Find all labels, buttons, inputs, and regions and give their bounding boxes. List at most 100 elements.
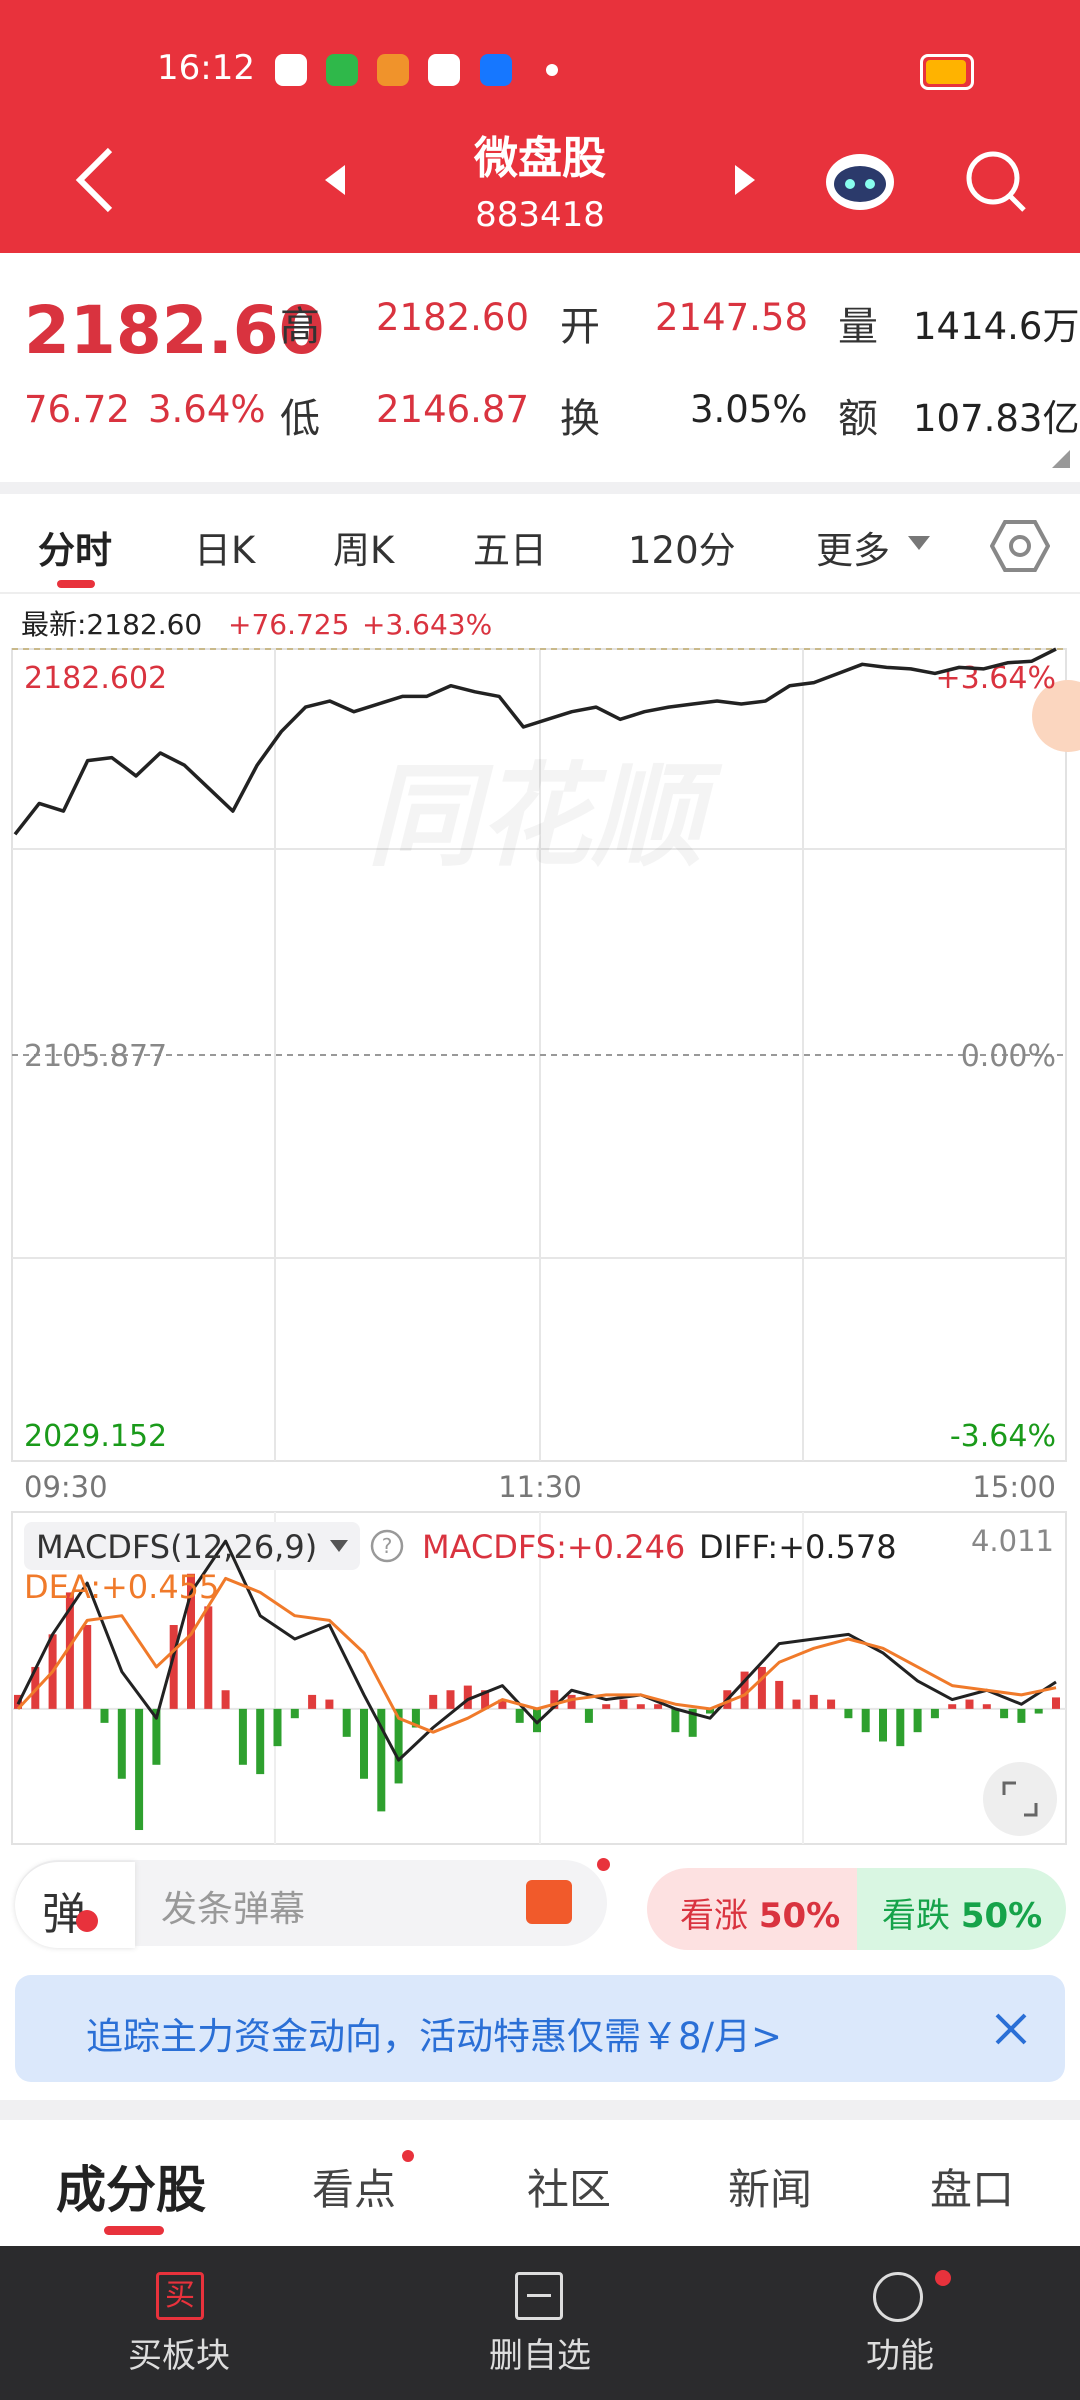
macd-bar [619, 1699, 628, 1709]
corner-mark [1052, 450, 1070, 468]
vote-pct: 50% [960, 1896, 1043, 1936]
macd-bar [117, 1708, 126, 1779]
danmaku-toggle[interactable] [15, 1862, 135, 1948]
macd-bar [879, 1708, 887, 1742]
x-tick-label: 15:00 [972, 1470, 1056, 1504]
field-value: 2182.60 [376, 296, 530, 339]
prev-button[interactable] [325, 165, 345, 195]
macd-bar [169, 1625, 178, 1709]
robot-icon[interactable] [826, 154, 894, 210]
period-tab[interactable]: 更多 [816, 529, 890, 572]
period-tab[interactable]: 分时 [38, 529, 112, 572]
content-tab[interactable]: 成分股 [56, 2161, 206, 2219]
macd-bar [688, 1708, 697, 1737]
x-tick-label: 09:30 [24, 1470, 108, 1504]
watermark: 同花顺 [367, 752, 723, 882]
danmaku-placeholder: 发条弹幕 [161, 1889, 306, 1930]
y-right-label: 0.00% [961, 1039, 1056, 1074]
macd-bar [342, 1708, 351, 1737]
macd-bar [394, 1708, 403, 1784]
macd-bar [308, 1694, 317, 1709]
search-button[interactable] [966, 151, 1026, 212]
vote-label: 看跌 50% [882, 1888, 1042, 1937]
macd-bar [31, 1666, 40, 1709]
macd-bar [533, 1708, 541, 1733]
macd-bar [1052, 1697, 1060, 1709]
macd-line [16, 1576, 1057, 1734]
macd-bar [654, 1704, 663, 1709]
macd-bar [221, 1690, 230, 1709]
settings-button[interactable] [990, 518, 1050, 574]
field-label: 额 [838, 396, 878, 442]
macd-bar [636, 1704, 645, 1709]
tab-indicator [57, 580, 95, 588]
content-tab[interactable]: 社区 [527, 2165, 612, 2214]
vote-up[interactable] [647, 1868, 857, 1950]
macd-bar [360, 1708, 368, 1779]
period-tab[interactable]: 周K [333, 529, 395, 572]
indicator-select[interactable] [24, 1522, 360, 1570]
separator [0, 592, 1080, 594]
back-button[interactable] [75, 147, 113, 213]
nav-label[interactable]: 删自选 [489, 2336, 591, 2376]
field-label: 换 [560, 396, 600, 442]
banner-close[interactable] [993, 2011, 1029, 2047]
field-value: 107.83亿 [913, 397, 1080, 440]
vote-down[interactable] [857, 1868, 1066, 1950]
function-icon [873, 2272, 923, 2322]
banner-text: 追踪主力资金动向，活动特惠仅需￥8/月> [86, 2015, 783, 2058]
macd-bar [584, 1708, 593, 1723]
macd-bar [498, 1699, 507, 1709]
change: 76.72 [24, 388, 130, 431]
indicator-name: MACDFS(12,26,9) [36, 1528, 317, 1566]
macd-bar [83, 1625, 92, 1709]
bottom-nav [0, 2246, 1080, 2400]
content-tab[interactable]: 看点 [312, 2165, 397, 2214]
macd-bar [948, 1704, 957, 1709]
macd-bar [775, 1680, 784, 1709]
banner[interactable] [15, 1975, 1065, 2082]
macd-bar [256, 1708, 265, 1775]
next-button[interactable] [735, 165, 755, 195]
content-tab[interactable]: 盘口 [930, 2165, 1015, 2214]
info-text: 最新:2182.60 [21, 608, 202, 641]
info-text: +76.725 [228, 608, 349, 641]
period-tab[interactable]: 120分 [628, 529, 736, 572]
field-value: 1414.6万 [913, 305, 1080, 348]
period-tab[interactable]: 五日 [473, 529, 547, 572]
battery [920, 54, 974, 90]
macd-bar [204, 1606, 213, 1709]
macd-bar [809, 1694, 818, 1709]
macd-bar [446, 1690, 455, 1709]
content-tab[interactable]: 新闻 [728, 2165, 813, 2214]
macd-bar [377, 1708, 386, 1812]
help-icon[interactable] [370, 1529, 404, 1563]
macd-bar [757, 1666, 766, 1709]
app-icon [480, 54, 512, 86]
buy-icon: 买 [156, 2272, 204, 2320]
period-tab[interactable]: 日K [194, 529, 256, 572]
change-pct: 3.64% [148, 388, 266, 431]
nav-label[interactable]: 买板块 [128, 2336, 230, 2376]
app-icon [428, 54, 460, 86]
macd-bar [567, 1694, 576, 1709]
field-value: 3.05% [690, 388, 808, 431]
legend-item: MACDFS:+0.246 [422, 1528, 685, 1566]
gift-icon[interactable] [526, 1880, 572, 1924]
macd-bar [273, 1708, 282, 1747]
app-icon [326, 54, 358, 86]
macd-bar [1000, 1708, 1009, 1719]
expand-button[interactable] [983, 1762, 1057, 1836]
float-button[interactable] [1032, 680, 1080, 752]
legend-item: DEA:+0.455 [24, 1568, 219, 1606]
macd-bar [1034, 1708, 1043, 1714]
price-line [13, 647, 1057, 836]
macd-bar [463, 1685, 472, 1709]
macd-bar [550, 1690, 559, 1709]
field-label: 开 [560, 304, 600, 350]
macd-bar [827, 1699, 836, 1709]
macd-bar [290, 1708, 299, 1719]
separator [0, 482, 1080, 494]
nav-label[interactable]: 功能 [866, 2336, 934, 2376]
